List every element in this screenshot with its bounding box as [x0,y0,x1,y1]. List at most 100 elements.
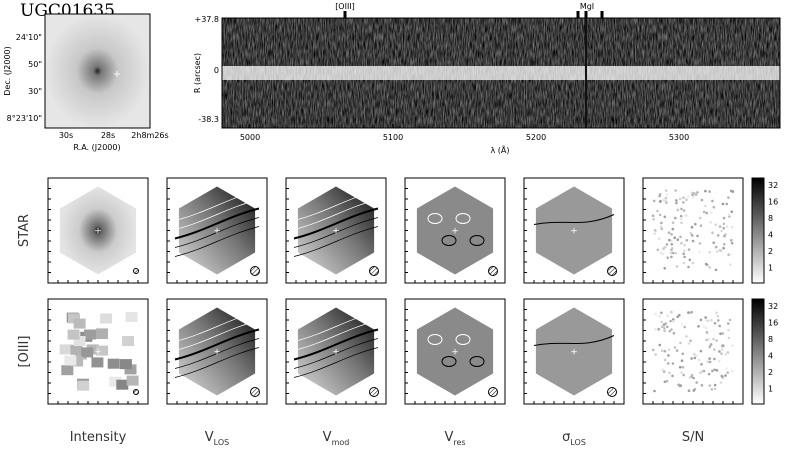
contour [293,217,379,248]
spaxel [652,218,655,221]
spaxel [688,258,692,262]
colorbar-label: 32 [768,302,778,311]
center-mark: + [113,69,121,80]
spaxel [658,237,661,240]
spaxel [651,348,655,352]
spaxel [723,243,726,246]
spaxel [667,354,670,357]
spaxel [718,324,721,328]
patch [71,356,84,367]
spaxel [690,225,694,229]
contour [174,328,260,361]
spaxel [670,310,673,314]
spaxel [657,327,660,331]
center-mark: + [94,348,102,358]
colorbar-label: 16 [768,198,778,207]
spaxel [693,356,697,360]
spaxel [712,348,716,351]
column-label: Vres [444,430,465,447]
center-mark: + [332,348,340,358]
center-mark: + [213,227,221,237]
beam [369,266,379,276]
patch [124,364,137,375]
colorbar-label: 2 [768,368,773,377]
colorbar-label: 8 [768,335,773,344]
label-main: S/N [682,430,704,445]
spaxel [693,352,696,356]
spaxel [720,352,723,356]
spaxel [702,325,706,328]
contour [293,311,379,342]
spaxel [714,245,718,249]
spaxel [700,198,704,202]
spaxel [714,268,718,272]
spaxel [718,350,721,353]
spaxel [659,199,662,203]
contour [174,320,260,351]
map [178,307,256,396]
spaxel [674,216,677,220]
center-mark: + [94,227,102,237]
spaxel [664,199,668,203]
contour [293,328,379,361]
spaxel [660,349,664,353]
spaxel [729,263,732,266]
column-label: σLOS [562,430,586,447]
contour [293,347,379,378]
spaxel [707,338,710,341]
spaxel [695,381,698,384]
spaxel [711,199,714,203]
spaxel [668,238,671,242]
spaxel [683,325,686,329]
contour [455,334,471,345]
spaxel [663,215,667,219]
spaxel [697,325,700,328]
spaxel [687,311,690,314]
spaxel [678,365,682,369]
spaxel [680,207,683,211]
spaxel [709,220,712,224]
spaxel [663,349,667,353]
spaxel [671,251,675,255]
spaxel [707,372,711,376]
spaxel [713,387,717,391]
contour [174,207,260,240]
spaxel [690,234,694,237]
map [416,186,494,275]
spaxel [718,225,722,228]
spaxel [669,251,673,255]
spaxel [687,265,690,269]
patch [59,344,72,355]
patch [73,336,86,346]
spaxel [699,224,703,227]
spaxel [658,314,661,318]
map [535,307,613,396]
spaxel [673,346,677,349]
spaxel [725,367,729,370]
spaxel [713,383,717,387]
spaxel [659,251,663,255]
spaxel [704,204,707,208]
patch [125,312,138,322]
contour [174,199,260,230]
spaxel [694,193,698,196]
spaxel [668,329,672,333]
spaxel [710,318,713,322]
spaxel [683,249,686,252]
spaxel [679,341,682,345]
spaxel [667,231,671,234]
spaxel [672,331,676,335]
label-main: σ [562,430,570,445]
spaxel [731,344,734,348]
spaxel [687,389,691,393]
beam [250,387,260,397]
column-label: Vmod [323,430,350,447]
spaxel [665,379,669,383]
spaxel [695,354,698,358]
spaxel [675,349,679,352]
spaxel [685,239,689,242]
spaxel [679,384,682,387]
spaxel [653,232,656,235]
spaxel [720,229,723,233]
spaxel [666,362,670,365]
